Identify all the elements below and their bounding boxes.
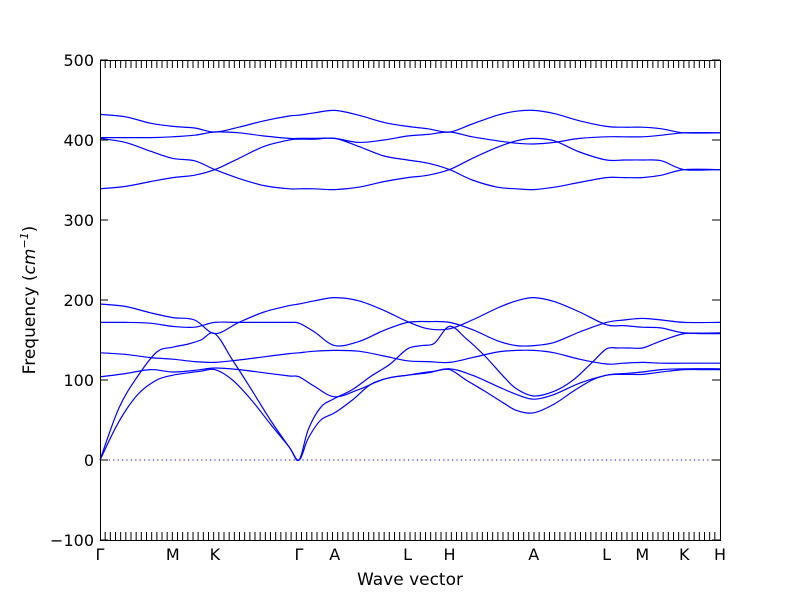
y-tick-label: −100	[50, 531, 94, 550]
y-axis-label-exponent: −1	[18, 232, 31, 248]
x-tick-label: H	[444, 545, 456, 564]
x-tick-label: A	[329, 545, 340, 564]
band-line-2	[99, 325, 720, 462]
x-tick-label: A	[528, 545, 539, 564]
x-tick-label: K	[679, 545, 690, 564]
y-tick-label: 500	[63, 51, 94, 70]
band-line-6	[99, 296, 721, 335]
band-line-3	[99, 367, 721, 400]
y-tick-label: 200	[63, 291, 94, 310]
band-line-5	[99, 317, 721, 347]
band-line-8	[99, 137, 721, 191]
x-axis-label: Wave vector	[357, 570, 463, 590]
y-axis-label-prefix: Frequency (	[20, 274, 40, 374]
band-line-1	[99, 368, 720, 461]
y-tick-label: 100	[63, 371, 94, 390]
band-line-9	[100, 131, 721, 145]
ticks-layer: −100 0 100 200 300 400 500 Γ M K Γ A L H A L M K H	[50, 51, 726, 564]
y-axis-label-unit: cm	[20, 249, 40, 275]
plot-frame	[100, 60, 721, 541]
x-tick-label: Γ	[295, 545, 304, 564]
x-tick-label: Γ	[96, 545, 105, 564]
x-tick-label: K	[210, 545, 221, 564]
y-tick-label: 300	[63, 211, 94, 230]
x-tick-label: H	[714, 545, 726, 564]
y-axis-label-suffix: )	[20, 226, 40, 233]
band-line-4	[99, 349, 720, 365]
x-tick-label: L	[403, 545, 412, 564]
y-axis-label: Frequency (cm−1)	[18, 226, 40, 375]
y-tick-label: 400	[63, 131, 94, 150]
band-line-10	[99, 109, 721, 134]
x-tick-label: M	[635, 545, 649, 564]
y-tick-label: 0	[84, 451, 94, 470]
band-line-7	[99, 137, 721, 191]
x-tick-label: M	[166, 545, 180, 564]
series-layer	[99, 109, 721, 462]
x-tick-label: L	[602, 545, 611, 564]
